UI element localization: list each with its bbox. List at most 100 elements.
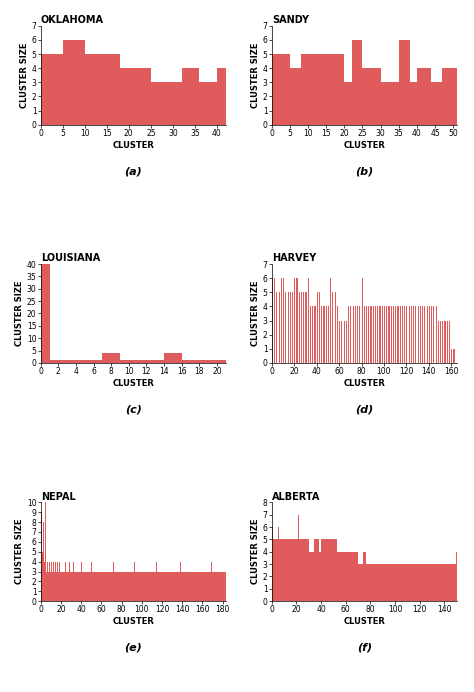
- Bar: [293, 68, 297, 125]
- Bar: [98, 572, 100, 601]
- Bar: [352, 552, 353, 601]
- Bar: [352, 40, 355, 125]
- Bar: [66, 572, 67, 601]
- Bar: [308, 539, 309, 601]
- Bar: [178, 572, 179, 601]
- Bar: [127, 572, 128, 601]
- Bar: [406, 564, 408, 601]
- Bar: [217, 361, 226, 363]
- Bar: [181, 572, 182, 601]
- Bar: [118, 572, 119, 601]
- Bar: [191, 361, 199, 363]
- Bar: [310, 552, 311, 601]
- Text: (b): (b): [355, 166, 374, 176]
- Bar: [303, 292, 304, 363]
- Bar: [348, 82, 352, 125]
- Bar: [84, 572, 85, 601]
- Bar: [108, 572, 109, 601]
- Bar: [174, 572, 175, 601]
- Bar: [76, 40, 80, 125]
- Bar: [182, 361, 191, 363]
- Bar: [103, 572, 104, 601]
- Bar: [382, 564, 383, 601]
- Bar: [54, 54, 58, 125]
- Bar: [281, 539, 282, 601]
- Bar: [133, 68, 137, 125]
- X-axis label: CLUSTER: CLUSTER: [112, 617, 154, 626]
- Bar: [317, 292, 318, 363]
- Bar: [168, 572, 169, 601]
- Bar: [337, 307, 338, 363]
- Bar: [281, 278, 282, 363]
- Y-axis label: CLUSTER SIZE: CLUSTER SIZE: [251, 519, 260, 585]
- Bar: [447, 564, 448, 601]
- Bar: [409, 564, 410, 601]
- Bar: [322, 539, 324, 601]
- Bar: [179, 572, 180, 601]
- Bar: [292, 292, 293, 363]
- Bar: [435, 82, 438, 125]
- Bar: [58, 54, 63, 125]
- Bar: [413, 82, 417, 125]
- Y-axis label: CLUSTER SIZE: CLUSTER SIZE: [15, 519, 24, 585]
- Bar: [126, 572, 127, 601]
- Bar: [344, 320, 345, 363]
- Bar: [91, 562, 92, 601]
- Bar: [208, 82, 212, 125]
- Bar: [137, 68, 142, 125]
- Bar: [390, 564, 392, 601]
- Bar: [104, 572, 105, 601]
- Bar: [356, 552, 357, 601]
- Bar: [309, 552, 310, 601]
- Bar: [166, 572, 167, 601]
- Bar: [394, 564, 395, 601]
- Bar: [399, 564, 400, 601]
- Bar: [341, 320, 342, 363]
- Bar: [208, 572, 209, 601]
- Bar: [184, 572, 185, 601]
- Bar: [320, 552, 321, 601]
- Text: OKLAHOMA: OKLAHOMA: [41, 15, 104, 25]
- Bar: [363, 552, 365, 601]
- Bar: [150, 572, 151, 601]
- Bar: [163, 572, 164, 601]
- Bar: [325, 539, 326, 601]
- Bar: [296, 539, 298, 601]
- Bar: [453, 68, 457, 125]
- Bar: [72, 572, 73, 601]
- Bar: [402, 307, 403, 363]
- Bar: [377, 307, 378, 363]
- Bar: [94, 572, 95, 601]
- Bar: [328, 307, 329, 363]
- Bar: [277, 539, 278, 601]
- Bar: [372, 564, 373, 601]
- Bar: [43, 522, 44, 601]
- Bar: [346, 552, 347, 601]
- Bar: [357, 307, 358, 363]
- Bar: [111, 54, 116, 125]
- Bar: [433, 307, 434, 363]
- Bar: [182, 572, 183, 601]
- Bar: [395, 82, 399, 125]
- Bar: [41, 264, 49, 363]
- Bar: [406, 40, 410, 125]
- Bar: [323, 307, 325, 363]
- Bar: [438, 320, 439, 363]
- Bar: [93, 54, 98, 125]
- Bar: [160, 82, 164, 125]
- Bar: [180, 562, 181, 601]
- Bar: [331, 539, 332, 601]
- Bar: [318, 539, 319, 601]
- Bar: [223, 572, 224, 601]
- Bar: [330, 539, 331, 601]
- Bar: [375, 564, 377, 601]
- Bar: [411, 307, 412, 363]
- Y-axis label: CLUSTER SIZE: CLUSTER SIZE: [251, 281, 260, 346]
- Bar: [194, 572, 195, 601]
- Bar: [145, 572, 146, 601]
- Bar: [183, 572, 184, 601]
- Bar: [216, 572, 217, 601]
- Bar: [53, 562, 54, 601]
- Bar: [334, 539, 335, 601]
- Bar: [422, 564, 423, 601]
